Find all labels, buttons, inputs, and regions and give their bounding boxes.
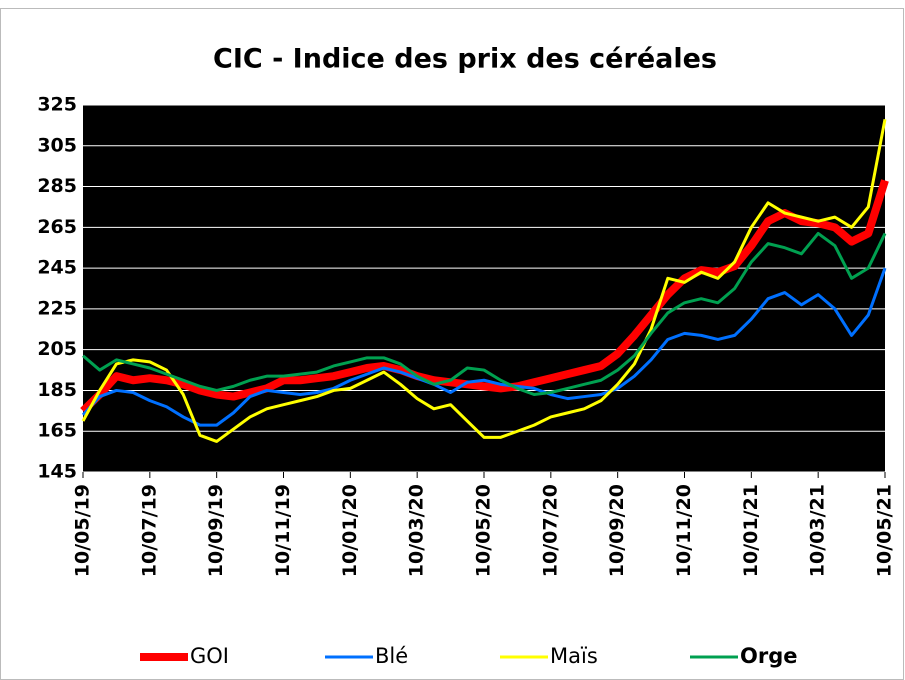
x-tick-label: 10/07/19	[138, 484, 160, 577]
legend-label: Orge	[740, 644, 797, 668]
y-tick-label: 145	[37, 461, 77, 483]
x-tick-label: 10/05/21	[874, 484, 896, 577]
y-tick-label: 185	[37, 379, 77, 401]
x-tick-label: 10/03/21	[807, 484, 829, 577]
x-tick-label: 10/07/20	[539, 484, 561, 577]
x-tick-label: 10/03/20	[406, 484, 428, 577]
y-tick-label: 205	[37, 338, 77, 360]
line-series	[81, 267, 887, 427]
x-tick-label: 10/01/20	[339, 484, 361, 577]
x-tick-label: 10/11/20	[673, 484, 695, 577]
legend-label: Maïs	[550, 644, 598, 668]
legend-label: Blé	[375, 644, 408, 668]
x-tick-label: 10/01/21	[740, 484, 762, 577]
x-tick-label: 10/09/19	[205, 484, 227, 577]
x-tick-label: 10/05/19	[72, 484, 94, 577]
chart-title: CIC - Indice des prix des céréales	[213, 44, 717, 75]
y-tick-label: 245	[37, 257, 77, 279]
y-tick-label: 285	[37, 175, 77, 197]
x-tick-label: 10/05/20	[473, 484, 495, 577]
plot-area	[83, 105, 885, 472]
legend-label: GOI	[190, 644, 229, 668]
y-tick-label: 165	[37, 420, 77, 442]
x-tick-label: 10/11/19	[272, 484, 294, 577]
y-tick-label: 265	[37, 216, 77, 238]
line-series	[82, 231, 887, 397]
y-tick-label: 305	[37, 134, 77, 156]
line-series	[80, 179, 889, 414]
x-tick-label: 10/09/20	[606, 484, 628, 577]
line-series	[81, 118, 887, 443]
y-tick-label: 325	[37, 94, 77, 116]
y-tick-label: 225	[37, 297, 77, 319]
